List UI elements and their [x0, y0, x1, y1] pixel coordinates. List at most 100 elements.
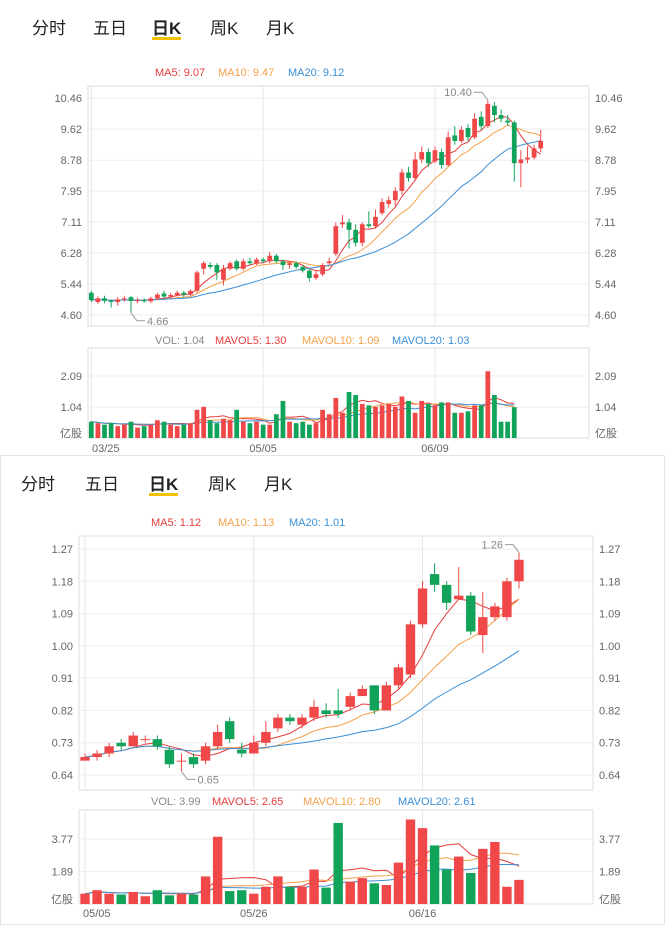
tab-weekly-k[interactable]: 周K	[210, 19, 239, 38]
volume-bar	[152, 890, 163, 904]
candle-body	[326, 261, 332, 264]
y-tick-label-right: 10.46	[595, 93, 623, 105]
volume-bar	[164, 895, 175, 904]
volume-bar	[121, 424, 127, 438]
candle-body	[155, 294, 160, 299]
candle-body	[485, 103, 491, 127]
candle-body	[465, 127, 471, 138]
volume-bar	[441, 869, 452, 904]
tab-monthly-k[interactable]: 月K	[264, 475, 293, 494]
candle-body	[95, 298, 101, 303]
tab-intraday[interactable]: 分时	[21, 475, 55, 494]
vol-unit-right: 亿股	[599, 893, 621, 906]
candle-body	[340, 222, 345, 225]
candle-body	[88, 292, 94, 301]
mavol20-legend: MAVOL20: 2.61	[398, 796, 475, 808]
volume-bar	[104, 893, 114, 904]
candle-body	[399, 172, 405, 191]
volume-bar	[478, 848, 488, 904]
kline-panel-1: 分时 五日 日K 周K 月K MA5: 9.07 MA10: 9.47 MA20: …	[0, 0, 665, 458]
volume-bar	[373, 406, 378, 438]
volume-bar	[116, 894, 126, 904]
candle-body	[321, 710, 331, 715]
candle-body	[514, 559, 524, 582]
candle-body	[429, 574, 440, 585]
volume-bar	[188, 423, 193, 438]
ma20-legend: MA20: 9.12	[288, 67, 344, 79]
candle-body	[406, 172, 411, 178]
mavol10-legend: MAVOL10: 2.80	[303, 796, 380, 808]
candle-body	[261, 731, 271, 743]
min-label-leader	[130, 312, 145, 322]
volume-bar	[412, 412, 418, 438]
tab-daily-k[interactable]: 日K	[149, 475, 179, 496]
volume-plot-frame	[87, 347, 590, 439]
candle-body	[224, 721, 235, 740]
candle-body	[417, 588, 428, 625]
volume-bar	[240, 421, 246, 438]
y-tick-label-left: 1.00	[52, 641, 73, 653]
x-tick-label: 06/09	[421, 443, 449, 455]
candle-body	[140, 739, 150, 741]
tab-five-day[interactable]: 五日	[93, 19, 127, 38]
y-tick-label-left: 1.27	[52, 544, 73, 556]
candle-body	[505, 120, 511, 123]
max-label-leader	[504, 544, 520, 553]
volume-bar	[194, 409, 200, 438]
volume-bar	[326, 414, 332, 438]
volume-bar	[80, 893, 90, 904]
kline-chart-1[interactable]: MA5: 9.07 MA10: 9.47 MA20: 9.12 10.46 10.46 9…	[0, 58, 665, 458]
max-label-leader	[473, 91, 489, 101]
candle-body	[214, 265, 220, 273]
candle-body	[102, 298, 107, 301]
candle-body	[492, 105, 497, 116]
volume-bar	[227, 420, 233, 438]
candle-body	[353, 229, 359, 243]
candle-body	[478, 617, 488, 636]
y-tick-label-left: 0.64	[52, 770, 73, 782]
candle-body	[234, 261, 240, 269]
candle-body	[141, 300, 147, 302]
volume-bar	[297, 886, 307, 904]
y-tick-label-left: 0.91	[52, 673, 73, 685]
volume-bar	[417, 828, 428, 904]
volume-bar	[95, 423, 101, 438]
volume-bar	[379, 405, 385, 438]
volume-bar	[357, 878, 367, 904]
candle-body	[240, 261, 246, 269]
y-tick-label-left: 1.09	[52, 609, 73, 621]
candle-body	[237, 749, 247, 754]
candle-body	[309, 706, 319, 718]
volume-bar	[333, 822, 343, 904]
y-tick-label-right: 7.11	[595, 217, 616, 229]
volume-bar	[181, 424, 187, 438]
volume-bar	[207, 420, 213, 438]
candle-body	[432, 150, 438, 162]
tab-weekly-k[interactable]: 周K	[208, 475, 237, 494]
volume-bar	[247, 423, 253, 438]
volume-bar	[454, 856, 464, 904]
candle-body	[80, 757, 90, 761]
candle-body	[164, 749, 175, 765]
candle-body	[200, 746, 211, 761]
tab-intraday[interactable]: 分时	[32, 19, 66, 38]
vol-legend: VOL: 3.99	[151, 796, 201, 808]
ma10-legend: MA10: 9.47	[218, 67, 274, 79]
volume-bar	[128, 891, 138, 904]
candle-body	[379, 202, 385, 214]
kline-chart-2[interactable]: MA5: 1.12 MA10: 1.13 MA20: 1.01 1.27 1.27 1.1…	[1, 512, 664, 924]
y-tick-label-right: 0.64	[599, 770, 620, 782]
volume-bar	[393, 862, 404, 904]
candle-body	[273, 255, 279, 262]
tab-five-day[interactable]: 五日	[85, 475, 119, 494]
volume-bar	[345, 881, 355, 904]
volume-bar	[466, 872, 476, 904]
volume-bar	[313, 423, 319, 438]
candle-body	[148, 298, 154, 302]
min-price-label: 4.66	[147, 316, 168, 328]
period-tabs-2: 分时 五日 日K 周K 月K	[1, 456, 664, 496]
tab-daily-k[interactable]: 日K	[152, 19, 182, 40]
volume-bar	[399, 396, 405, 438]
candle-body	[168, 295, 173, 297]
tab-monthly-k[interactable]: 月K	[266, 19, 295, 38]
